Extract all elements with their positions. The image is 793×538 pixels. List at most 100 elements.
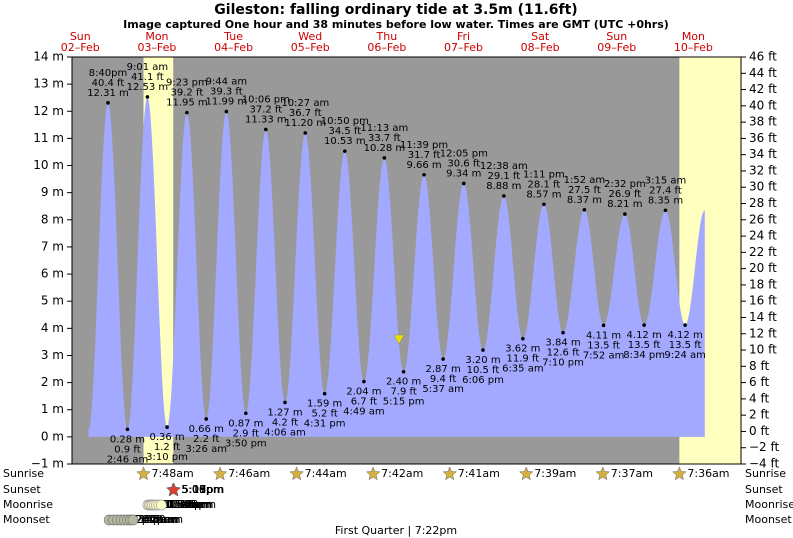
tide-time: 8:34 pm [623,350,665,361]
tide-feet: 6.7 ft [351,397,377,408]
day-name: Tue [223,30,243,43]
tide-feet: 1.2 ft [154,442,180,453]
tide-time: 9:24 am [664,350,706,361]
tide-point [642,323,646,327]
tide-height: 2.87 m [426,364,461,375]
tide-height: 8.21 m [607,199,642,210]
tide-feet: 12.6 ft [547,348,580,359]
tide-feet: 33.7 ft [368,133,401,144]
sunrise-icon [212,466,228,481]
sunrise-time: 7:42am [381,467,423,480]
y2-tick-label: 2 ft [749,408,769,422]
day-date: 09–Feb [597,41,636,54]
tide-time: 6:35 am [502,364,544,375]
tide-feet: 36.7 ft [289,108,322,119]
tide-point [542,202,546,207]
day-date: 10–Feb [674,41,713,54]
tide-height: 3.84 m [545,338,580,349]
tide-point [502,194,506,198]
moon-phase: First Quarter | 7:22pm [335,524,457,537]
tide-time: 1:52 am [564,175,606,186]
y-tick-label: 13 m [33,77,64,91]
sunrise-time: 7:48am [152,467,194,480]
tide-height: 12.53 m [127,82,169,93]
tide-feet: 26.9 ft [609,189,642,200]
tide-feet: 37.2 ft [249,104,282,115]
tide-height: 0.66 m [189,424,224,435]
y2-tick-label: 30 ft [749,180,777,194]
tide-point [601,323,606,328]
moonrise-time: 9:09am [156,498,198,511]
tide-point [264,127,268,132]
day-date: 08–Feb [521,41,560,54]
sunrise-time: 7:37am [611,467,653,480]
plot-frame [71,56,742,465]
moonrise-time: 11:48am [164,498,213,511]
tide-time: 11:39 pm [400,140,448,151]
sunset-time: 5:09pm [181,483,223,496]
sunrise-time: 7:44am [305,467,347,480]
tide-point [283,400,287,405]
y2-tick-label: 18 ft [749,277,777,291]
tide-feet: 5.2 ft [311,409,337,420]
y-tick-label: 4 m [41,321,64,335]
y2-tick-label: −4 ft [749,457,780,471]
moonrise-time: 12:33pm [167,498,216,511]
tide-time: 9:23 pm [166,78,208,89]
tide-feet: 30.6 ft [447,158,480,169]
sunrise-time: 7:36am [687,467,729,480]
tide-time: 9:01 am [127,62,169,73]
tide-height: 2.40 m [386,377,421,388]
tide-feet: 13.5 ft [587,340,620,351]
day-name: Sun [606,30,627,43]
y-tick-label: 9 m [41,185,64,199]
tide-height: 1.59 m [307,399,342,410]
row-label: Moonset [3,513,50,526]
tide-feet: 11.9 ft [506,354,539,365]
y2-tick-label: 26 ft [749,212,777,226]
tide-height: 8.35 m [648,195,683,206]
tide-feet: 29.1 ft [487,171,520,182]
sunrise-icon [442,466,458,481]
tide-feet: 40.4 ft [92,78,125,89]
y2-tick-label: 12 ft [749,326,777,340]
tide-height: 1.27 m [267,407,302,418]
tide-time: 9:44 am [206,77,248,88]
moonset-time: 3:42am [138,513,180,526]
y2-tick-label: 4 ft [749,391,769,405]
tide-feet: 39.2 ft [171,88,204,99]
y-tick-label: −1 m [31,457,64,471]
tide-time: 4:49 am [343,407,385,418]
row-label: Sunrise [3,467,44,480]
day-date: 06–Feb [367,41,406,54]
tide-time: 5:15 pm [383,397,425,408]
tide-feet: 31.7 ft [408,150,441,161]
tide-feet: 13.5 ft [628,340,661,351]
y2-tick-label: 20 ft [749,261,777,275]
chart-subtitle: Image captured One hour and 38 minutes b… [123,18,669,31]
day-name: Wed [298,30,322,43]
y2-tick-label: 8 ft [749,359,769,373]
tide-feet: 28.1 ft [528,179,561,190]
tide-point [303,131,308,135]
row-label: Sunrise [745,467,786,480]
day-date: 03–Feb [137,41,176,54]
tide-time: 3:10 pm [146,452,188,463]
y-tick-label: 11 m [33,131,64,145]
tide-time: 7:52 am [583,350,625,361]
y-tick-label: 6 m [41,267,64,281]
tide-point [521,336,525,341]
tide-feet: 0.9 ft [114,444,140,455]
sunset-time: 5:15pm [182,483,224,496]
tide-height: 10.28 m [364,143,406,154]
tide-height: 4.11 m [586,330,621,341]
tide-feet: 2.9 ft [233,428,259,439]
y2-tick-label: −2 ft [749,440,780,454]
moonset-time: 2:48am [136,513,178,526]
sunset-time: 5:13pm [182,483,224,496]
tide-height: 4.12 m [627,330,662,341]
tide-height: 11.99 m [206,97,248,108]
tide-time: 3:15 am [645,175,687,186]
day-date: 04–Feb [214,41,253,54]
